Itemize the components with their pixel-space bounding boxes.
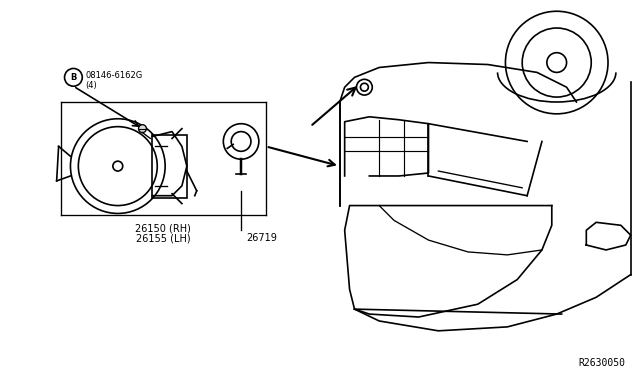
Text: 26150 (RH): 26150 (RH) xyxy=(135,223,191,233)
Text: 26155 (LH): 26155 (LH) xyxy=(136,233,191,243)
Text: (4): (4) xyxy=(85,81,97,90)
Text: B: B xyxy=(70,73,77,82)
Text: 26719: 26719 xyxy=(246,233,277,243)
Text: R2630050: R2630050 xyxy=(579,359,626,368)
Circle shape xyxy=(138,125,147,132)
Text: 08146-6162G: 08146-6162G xyxy=(85,71,143,80)
Bar xyxy=(152,135,187,198)
